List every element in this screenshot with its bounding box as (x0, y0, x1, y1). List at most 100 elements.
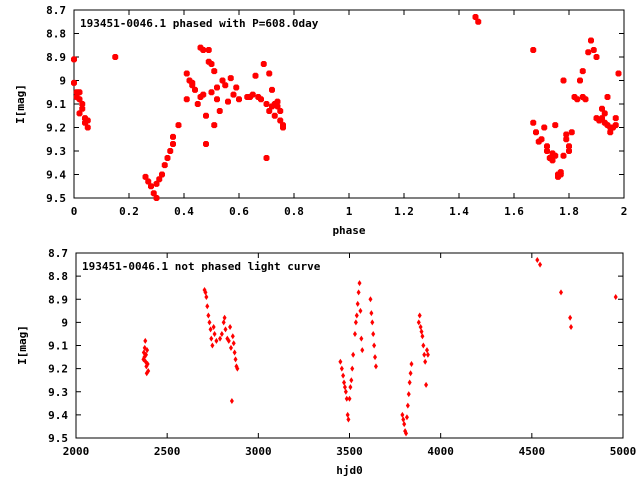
data-point (211, 68, 218, 75)
data-point (225, 98, 231, 105)
data-point (71, 79, 77, 86)
data-point (588, 37, 594, 44)
data-point (585, 49, 592, 56)
data-point (274, 103, 281, 110)
data-point (359, 335, 364, 342)
bottom-y-tick-label: 8.8 (48, 270, 68, 283)
data-point (258, 96, 264, 103)
data-point (260, 61, 267, 68)
top-x-tick-label: 1.6 (504, 205, 524, 218)
data-point (344, 395, 349, 402)
data-point (252, 72, 259, 79)
data-point (408, 370, 413, 377)
data-point (574, 96, 581, 103)
data-point (406, 391, 411, 398)
top-x-tick-label: 1.4 (449, 205, 469, 218)
data-point (579, 68, 586, 75)
bottom-x-tick-label: 4500 (519, 445, 546, 458)
data-point (164, 155, 171, 162)
data-point (342, 379, 347, 386)
top-x-tick-label: 0 (71, 205, 78, 218)
data-point (563, 131, 570, 138)
top-x-tick-label: 2 (621, 205, 628, 218)
data-point (373, 363, 378, 370)
bottom-y-tick-label: 9 (61, 316, 68, 329)
data-point (593, 54, 600, 60)
data-point (535, 256, 540, 263)
data-point (590, 46, 597, 53)
data-point (342, 384, 347, 391)
bottom-x-tick-label: 2000 (63, 445, 90, 458)
data-point (218, 335, 223, 342)
data-point (71, 56, 77, 63)
data-point (200, 91, 207, 98)
data-point (348, 384, 353, 391)
top-y-tick-label: 9.4 (46, 169, 66, 182)
data-point (568, 129, 575, 136)
top-x-tick-label: 1.2 (394, 205, 414, 218)
data-point (346, 416, 351, 423)
data-point (607, 129, 614, 136)
data-point (402, 421, 407, 428)
data-point (424, 381, 429, 388)
data-point (230, 91, 237, 98)
data-point (416, 319, 421, 326)
bottom-x-tick-label: 2500 (154, 445, 181, 458)
data-point (277, 108, 284, 115)
bottom-x-tick-label: 5000 (610, 445, 637, 458)
data-point (153, 180, 160, 187)
data-point (189, 79, 196, 86)
data-point (612, 122, 619, 129)
data-point (530, 46, 537, 53)
data-point (229, 398, 234, 404)
data-point (409, 361, 414, 367)
bottom-x-axis-label: hjd0 (336, 464, 363, 477)
data-point (76, 96, 83, 103)
data-point (407, 379, 412, 386)
data-point (404, 414, 409, 421)
data-point (221, 319, 226, 326)
bottom-y-tick-label: 8.9 (48, 293, 68, 306)
data-point (144, 351, 149, 358)
data-point (219, 330, 224, 337)
data-point (353, 319, 358, 326)
top-chart: 0 0.2 0.4 0.6 0.8 1 1.2 1.4 1.6 1.8 2 8.7 8.8 8.9 9 9.1… (14, 4, 627, 237)
data-point (269, 86, 275, 93)
data-point (352, 330, 357, 337)
data-point (373, 354, 378, 361)
data-point (263, 155, 270, 162)
bottom-x-tick-label: 3500 (336, 445, 363, 458)
data-point (84, 124, 91, 131)
data-point (356, 289, 361, 296)
data-point (530, 119, 537, 126)
data-point (577, 77, 583, 84)
top-y-tick-label: 9.2 (46, 122, 66, 135)
data-point (349, 377, 354, 384)
data-point (249, 91, 256, 98)
data-point (338, 358, 343, 365)
data-point (170, 133, 176, 140)
data-point (156, 176, 163, 183)
data-point (167, 148, 174, 154)
top-y-tick-label: 9.1 (46, 98, 66, 111)
data-point (205, 303, 210, 310)
top-x-tick-label: 1.8 (559, 205, 579, 218)
data-point (425, 351, 430, 358)
data-point (112, 54, 119, 60)
data-point (417, 312, 422, 319)
data-point (204, 293, 209, 300)
data-point (84, 117, 91, 124)
data-point (582, 96, 589, 103)
top-x-tick-label: 0.2 (119, 205, 139, 218)
data-point (266, 70, 273, 77)
data-point (422, 351, 427, 358)
top-x-tick-label: 1 (346, 205, 353, 218)
data-point (214, 96, 220, 103)
data-point (345, 411, 350, 418)
data-point (404, 430, 409, 437)
data-point (533, 129, 539, 136)
top-y-tick-label: 9.5 (46, 192, 66, 205)
data-point (372, 342, 377, 349)
data-point (143, 337, 148, 344)
data-point (205, 46, 212, 53)
